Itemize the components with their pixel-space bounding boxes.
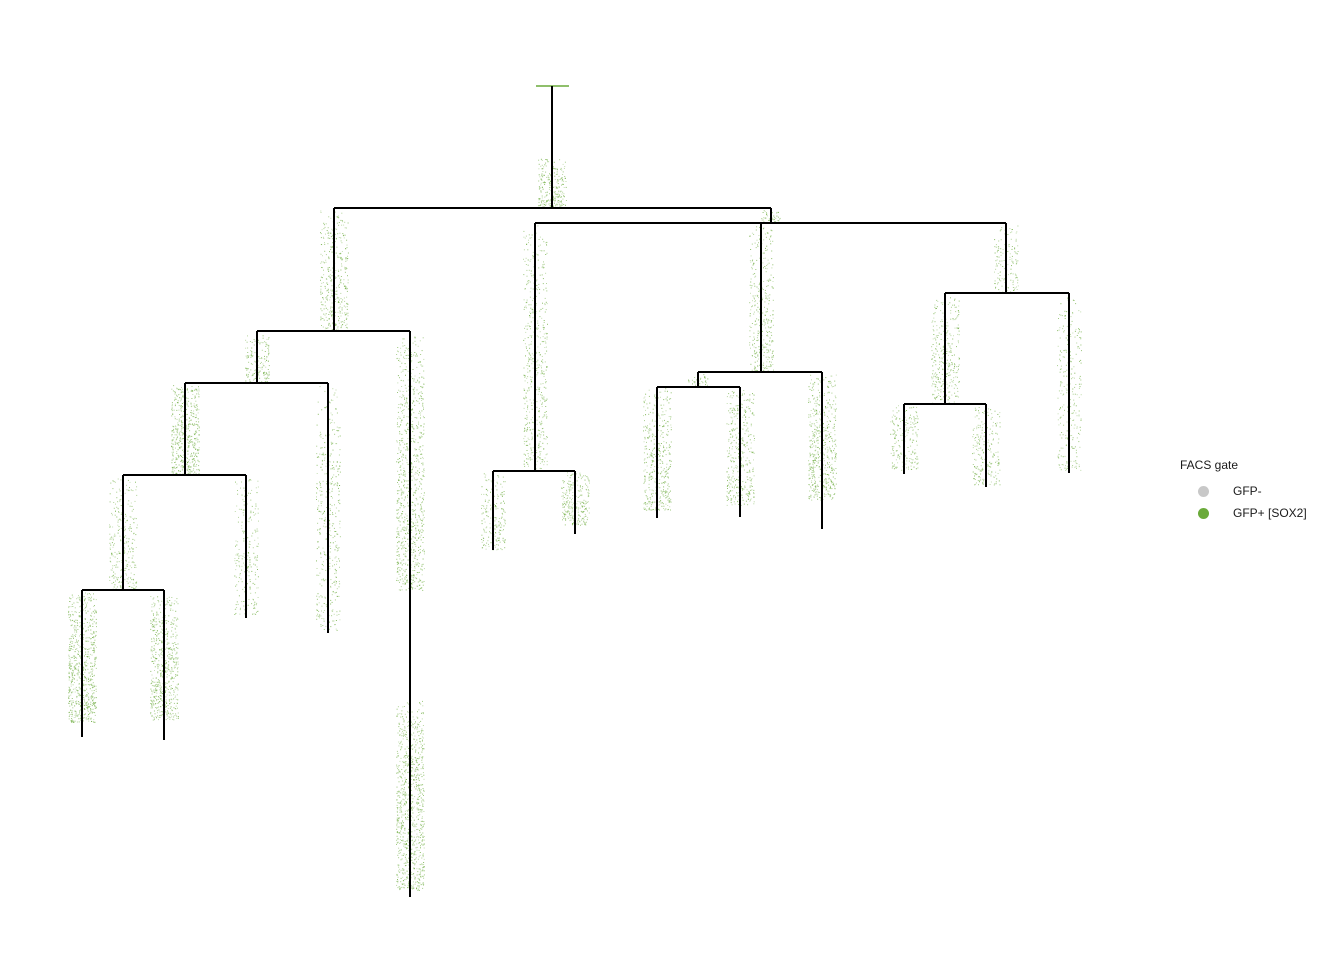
cell-cloud <box>396 335 425 591</box>
cell-cloud <box>761 210 781 223</box>
cell-cloud <box>726 390 755 506</box>
legend-item-gfp-negative: GFP- <box>1180 480 1307 502</box>
legend-item-gfp-positive: GFP+ [SOX2] <box>1180 502 1307 524</box>
cell-cloud <box>890 405 919 471</box>
cell-cloud <box>316 386 341 631</box>
legend-label-gfp-negative: GFP- <box>1233 484 1262 498</box>
cell-cloud <box>931 297 960 405</box>
legend-label-gfp-positive: GFP+ [SOX2] <box>1233 506 1307 520</box>
legend-swatch-gfp-positive <box>1198 507 1209 519</box>
tree-edges <box>81 86 1070 897</box>
cell-cloud <box>994 225 1019 294</box>
cell-cloud <box>109 478 138 591</box>
legend: FACS gate GFP- GFP+ [SOX2] <box>1180 458 1307 524</box>
cell-cloud <box>320 210 349 331</box>
legend-title: FACS gate <box>1180 458 1239 472</box>
cell-cloud <box>523 225 548 470</box>
cell-cloud <box>643 388 672 511</box>
cell-cloud <box>396 700 425 891</box>
legend-swatch-gfp-negative <box>1198 485 1209 497</box>
